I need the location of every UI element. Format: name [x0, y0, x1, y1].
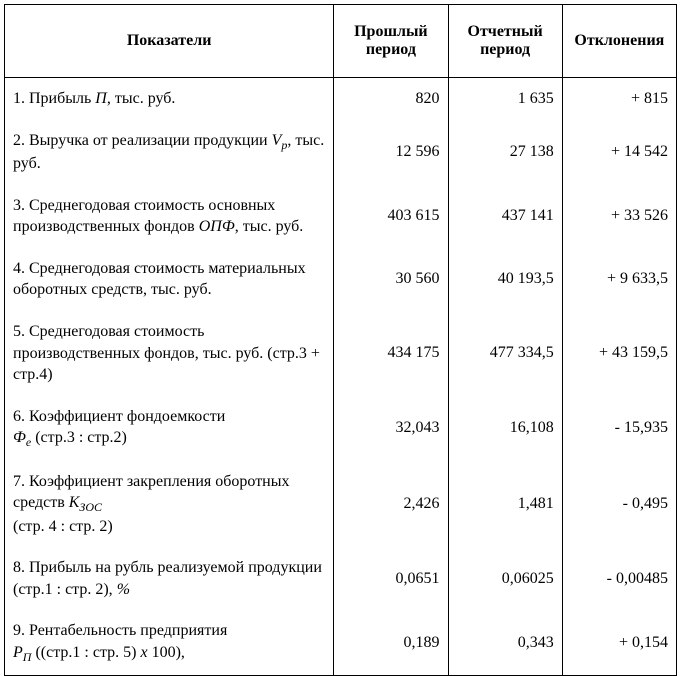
header-col4: Отклонения [562, 5, 676, 78]
row-report: 1 635 [448, 78, 562, 120]
row-dev: - 0,495 [562, 461, 676, 548]
row-dev: + 43 159,5 [562, 311, 676, 396]
row-dev: - 15,935 [562, 396, 676, 461]
row-report: 27 138 [448, 120, 562, 185]
table-body: 1. Прибыль П, тыс. руб.8201 635+ 8152. В… [5, 78, 677, 676]
table-row: 2. Выручка от реализации продукции Vp, т… [5, 120, 677, 185]
row-label: 3. Среднегодовая стоимость основных прои… [5, 185, 334, 248]
table-row: 3. Среднегодовая стоимость основных прои… [5, 185, 677, 248]
row-label: 4. Среднегодовая стоимость материальных … [5, 248, 334, 311]
table-row: 4. Среднегодовая стоимость материальных … [5, 248, 677, 311]
row-past: 32,043 [334, 396, 448, 461]
row-label: 1. Прибыль П, тыс. руб. [5, 78, 334, 120]
row-past: 12 596 [334, 120, 448, 185]
table-row: 5. Среднегодовая стоимость производствен… [5, 311, 677, 396]
row-dev: + 14 542 [562, 120, 676, 185]
row-report: 16,108 [448, 396, 562, 461]
indicators-table: Показатели Прошлый период Отчетный перио… [4, 4, 677, 676]
row-label: 9. Рентабельность предприятияРП ((стр.1 … [5, 610, 334, 675]
table-row: 7. Коэффициент закрепления оборотных сре… [5, 461, 677, 548]
row-report: 1,481 [448, 461, 562, 548]
row-dev: + 815 [562, 78, 676, 120]
header-col1: Показатели [5, 5, 334, 78]
table-row: 1. Прибыль П, тыс. руб.8201 635+ 815 [5, 78, 677, 120]
row-dev: + 9 633,5 [562, 248, 676, 311]
row-dev: + 33 526 [562, 185, 676, 248]
row-past: 820 [334, 78, 448, 120]
table-row: 6. Коэффициент фондоемкостиФе (стр.3 : с… [5, 396, 677, 461]
row-past: 2,426 [334, 461, 448, 548]
table-row: 8. Прибыль на рубль реализуемой продукци… [5, 547, 677, 610]
row-past: 30 560 [334, 248, 448, 311]
row-past: 0,0651 [334, 547, 448, 610]
row-label: 5. Среднегодовая стоимость производствен… [5, 311, 334, 396]
row-report: 437 141 [448, 185, 562, 248]
row-past: 434 175 [334, 311, 448, 396]
table-row: 9. Рентабельность предприятияРП ((стр.1 … [5, 610, 677, 675]
row-label: 6. Коэффициент фондоемкостиФе (стр.3 : с… [5, 396, 334, 461]
header-col2: Прошлый период [334, 5, 448, 78]
row-report: 477 334,5 [448, 311, 562, 396]
header-col3: Отчетный период [448, 5, 562, 78]
row-report: 0,06025 [448, 547, 562, 610]
row-past: 0,189 [334, 610, 448, 675]
row-label: 2. Выручка от реализации продукции Vp, т… [5, 120, 334, 185]
row-past: 403 615 [334, 185, 448, 248]
row-label: 7. Коэффициент закрепления оборотных сре… [5, 461, 334, 548]
row-label: 8. Прибыль на рубль реализуемой продукци… [5, 547, 334, 610]
row-report: 40 193,5 [448, 248, 562, 311]
row-report: 0,343 [448, 610, 562, 675]
row-dev: - 0,00485 [562, 547, 676, 610]
row-dev: + 0,154 [562, 610, 676, 675]
table-header-row: Показатели Прошлый период Отчетный перио… [5, 5, 677, 78]
